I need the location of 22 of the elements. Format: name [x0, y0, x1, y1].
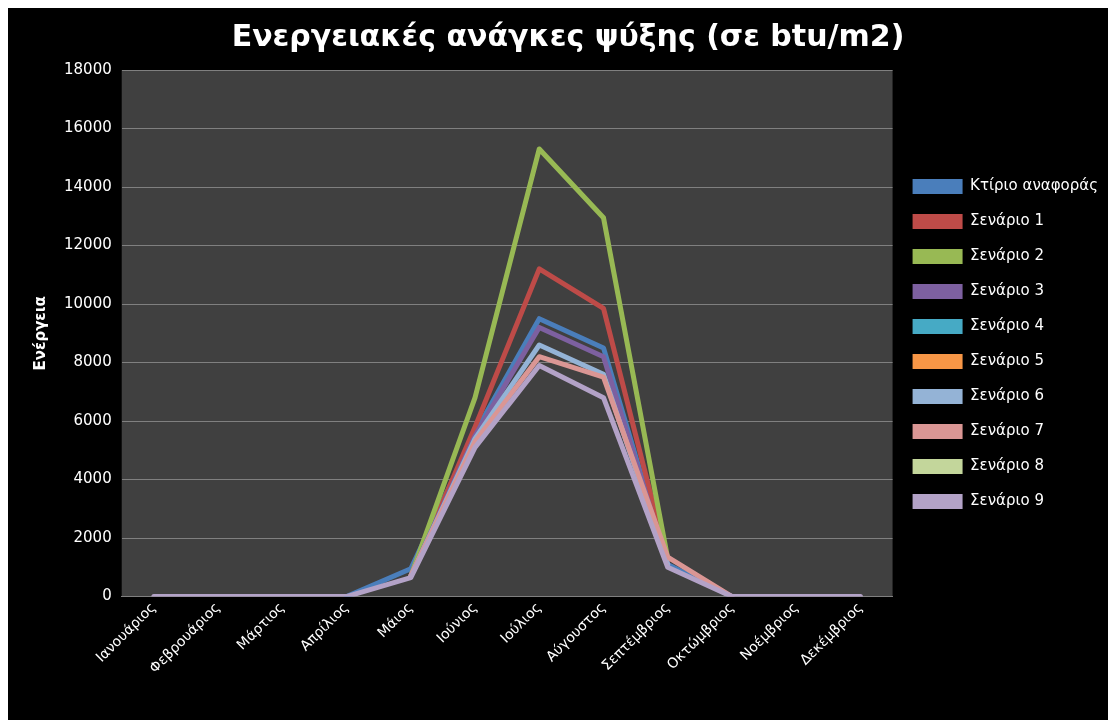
legend-label: Σενάριο 4 [970, 316, 1045, 335]
y-tick-label: 4000 [73, 469, 112, 488]
y-tick-label: 10000 [64, 293, 112, 312]
legend-label: Σενάριο 9 [970, 491, 1045, 510]
y-tick-label: 12000 [64, 235, 112, 254]
chart-title: Ενεργειακές ανάγκες ψύξης (σε btu/m2) [231, 17, 905, 53]
legend-label: Σενάριο 7 [970, 421, 1045, 440]
y-tick-label: 2000 [73, 527, 112, 546]
legend-label: Σενάριο 8 [970, 456, 1045, 475]
legend-label: Σενάριο 2 [970, 246, 1045, 265]
y-tick-label: 0 [102, 586, 112, 605]
y-axis-title: Ενέργεια [30, 296, 49, 371]
y-tick-label: 14000 [64, 176, 112, 195]
legend-label: Κτίριο αναφοράς [970, 176, 1099, 195]
y-tick-label: 6000 [73, 410, 112, 429]
legend-label: Σενάριο 1 [970, 211, 1045, 230]
y-tick-label: 8000 [73, 352, 112, 371]
legend-label: Σενάριο 6 [970, 386, 1045, 405]
legend-label: Σενάριο 3 [970, 281, 1045, 300]
y-tick-label: 16000 [64, 118, 112, 137]
y-tick-label: 18000 [64, 59, 112, 78]
legend-label: Σενάριο 5 [970, 351, 1045, 370]
